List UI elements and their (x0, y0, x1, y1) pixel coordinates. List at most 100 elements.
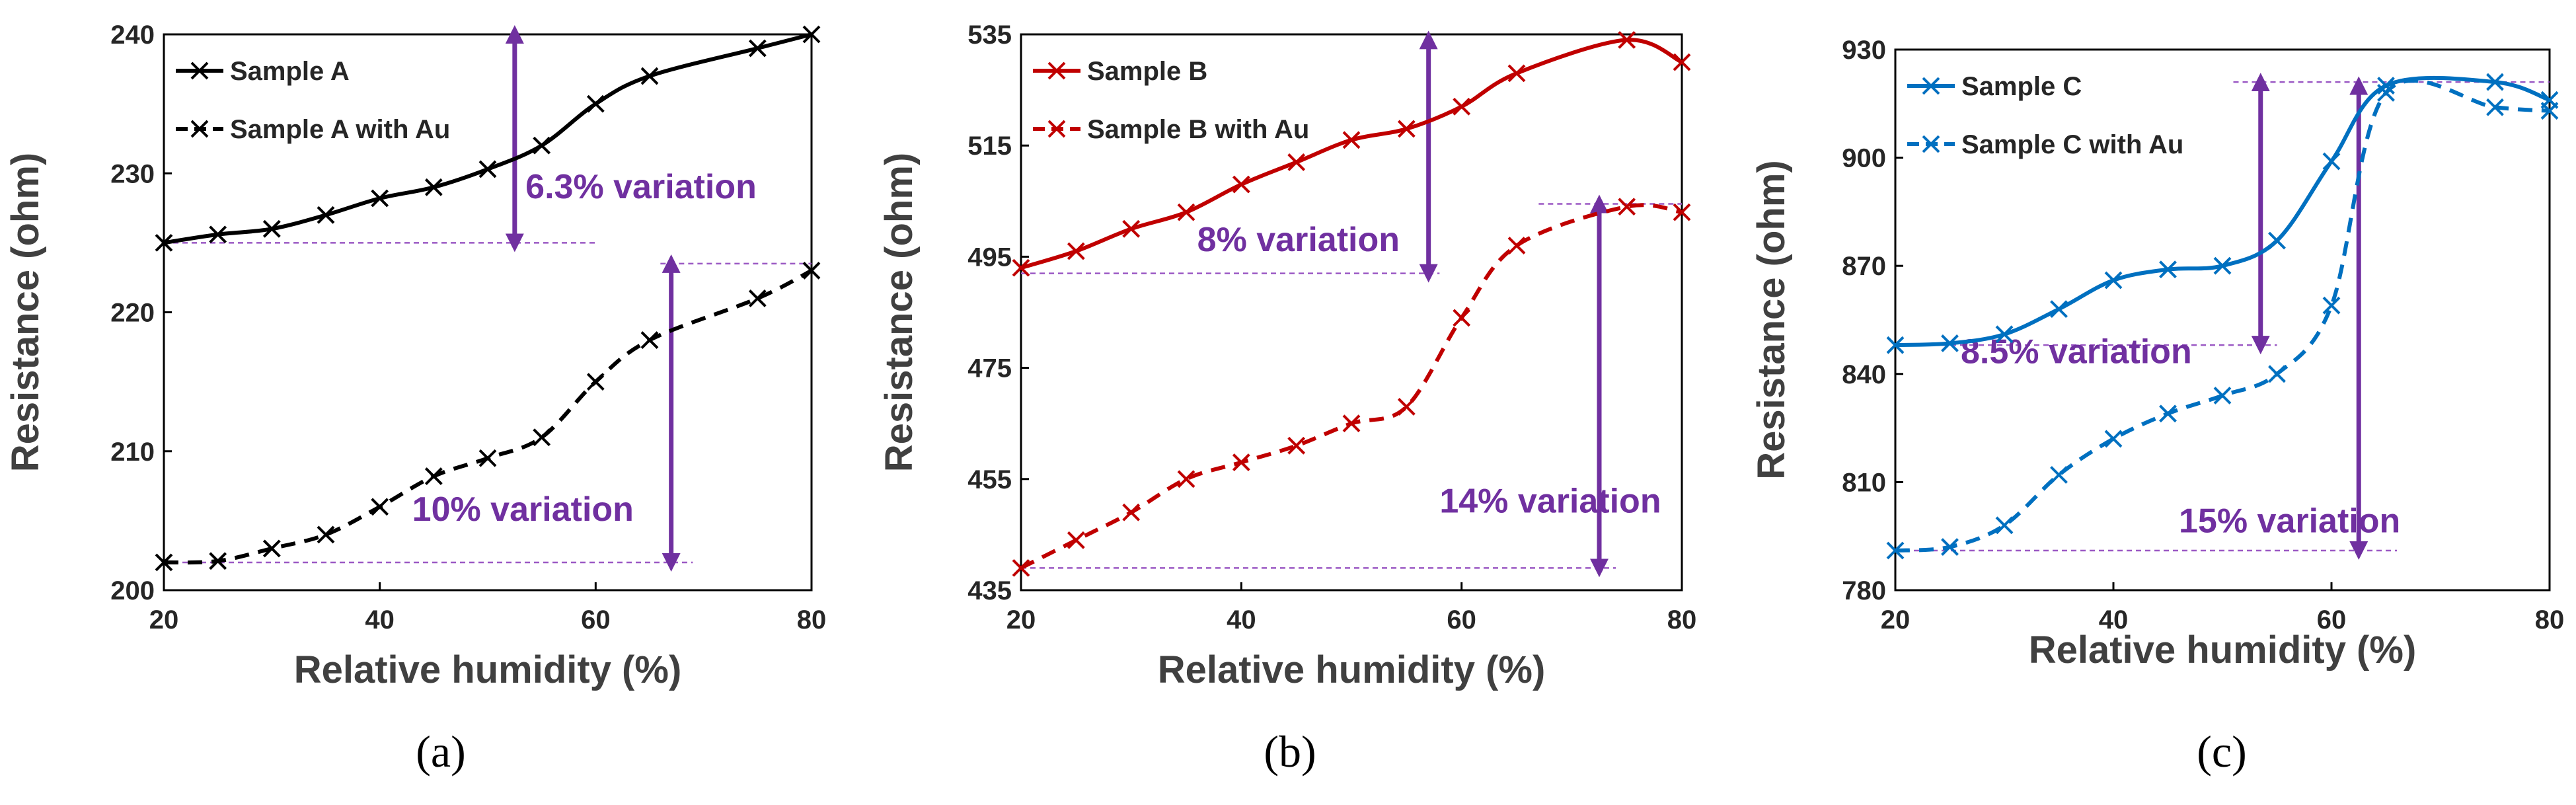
variation-label: 10% variation (412, 490, 634, 529)
legend-label: Sample C (1961, 72, 2082, 101)
data-point-marker (2322, 152, 2341, 171)
data-point-marker (1618, 198, 1636, 216)
data-point-marker (478, 449, 497, 467)
legend-label: Sample C with Au (1961, 130, 2183, 159)
legend-entry: Sample B (1033, 57, 1207, 86)
data-point-marker (1507, 64, 1526, 83)
data-point-marker (2322, 296, 2341, 315)
data-point-marker (1177, 203, 1195, 221)
data-point-marker (1397, 398, 1416, 416)
y-tick-label: 495 (967, 243, 1012, 272)
data-point-marker (533, 136, 551, 155)
data-point-marker (1122, 503, 1141, 521)
y-tick-label: 930 (1842, 36, 1886, 65)
variation-label: 15% variation (2179, 502, 2400, 541)
y-tick-label: 515 (967, 132, 1012, 161)
panel-label: (b) (1264, 726, 1316, 777)
data-point-marker (1507, 237, 1526, 254)
legend-label: Sample A (230, 57, 350, 86)
plot-frame (1894, 48, 2551, 592)
data-point-marker (1177, 470, 1195, 488)
data-point-marker (2159, 404, 2177, 423)
panel-label: (a) (416, 726, 465, 777)
y-tick-label: 455 (967, 465, 1012, 494)
data-point-marker (1886, 541, 1905, 560)
y-tick-label: 475 (967, 354, 1012, 383)
data-point-marker (1397, 120, 1416, 138)
data-point-marker (2377, 77, 2395, 95)
data-point-marker (317, 206, 335, 224)
data-point-marker (2050, 466, 2068, 484)
data-point-marker (2268, 231, 2286, 250)
plot-frame (1020, 33, 1683, 592)
legend-label: Sample B (1087, 57, 1207, 86)
data-point-marker (2213, 387, 2232, 404)
series-line-1 (1895, 75, 2551, 348)
x-tick-label: 80 (1667, 605, 1697, 634)
data-point-marker (478, 160, 497, 178)
data-point-marker (1453, 309, 1471, 327)
y-tick-label: 900 (1842, 144, 1886, 173)
data-point-marker (1232, 175, 1250, 194)
data-point-marker (2104, 430, 2123, 448)
y-axis-title: Resistance (ohm) (878, 153, 921, 472)
data-point-marker (1673, 203, 1691, 221)
y-tick-label: 535 (967, 20, 1012, 50)
data-point-marker (1012, 558, 1030, 577)
y-axis-title: Resistance (ohm) (1750, 160, 1793, 479)
x-tick-label: 40 (1227, 605, 1256, 634)
x-tick-label: 80 (797, 605, 827, 634)
panel-a: 200 210 220 230 240 20 40 60 80 Relative humidity… (4, 20, 826, 777)
data-point-marker (2486, 98, 2504, 116)
data-point-marker (1287, 436, 1306, 455)
y-tick-label: 210 (110, 438, 155, 467)
panel-b: 435 455 475 495 515 535 20 40 60 80 Relative humid… (878, 20, 1696, 777)
variation-label: 6.3% variation (525, 168, 757, 206)
y-tick-label: 435 (967, 576, 1012, 605)
data-point-marker (802, 262, 821, 280)
variation-label: 14% variation (1439, 482, 1661, 520)
y-tick-label: 810 (1842, 468, 1886, 497)
data-point-marker (2159, 260, 2177, 279)
data-point-marker (317, 525, 335, 544)
data-point-marker (640, 331, 659, 349)
legend-entry: Sample C (1907, 72, 2082, 101)
y-tick-label: 870 (1842, 252, 1886, 281)
data-point-marker (2213, 256, 2232, 275)
data-point-marker (640, 67, 659, 85)
data-point-marker (1995, 325, 2014, 344)
legend-entry: Sample A (176, 57, 350, 86)
data-point-marker (2486, 73, 2504, 91)
y-tick-label: 840 (1842, 360, 1886, 389)
data-point-marker (1067, 242, 1085, 260)
data-point-marker (1941, 538, 1959, 556)
data-point-marker (1342, 131, 1361, 149)
x-tick-label: 20 (1006, 605, 1036, 634)
data-point-marker (1886, 336, 1905, 354)
y-tick-label: 780 (1842, 576, 1886, 605)
data-point-marker (371, 189, 389, 208)
x-tick-label: 20 (149, 605, 179, 634)
data-point-marker (1941, 334, 1959, 352)
data-point-marker (1287, 153, 1306, 171)
data-point-marker (2377, 84, 2395, 102)
x-axis-title: Relative humidity (%) (2029, 629, 2417, 671)
data-point-marker (1067, 531, 1085, 549)
x-axis-title: Relative humidity (%) (1158, 648, 1546, 691)
data-point-marker (1995, 516, 2014, 535)
legend-entry: Sample B with Au (1033, 115, 1309, 144)
panel-label: (c) (2197, 726, 2246, 777)
panel-c: 780 810 840 870 900 930 20 40 60 80 Relative humid… (1750, 36, 2564, 777)
data-point-marker (1122, 219, 1141, 238)
y-tick-label: 200 (110, 576, 155, 605)
x-tick-label: 40 (2099, 605, 2129, 634)
y-axis-title: Resistance (ohm) (4, 153, 47, 472)
data-point-marker (1342, 414, 1361, 433)
data-point-marker (209, 552, 227, 570)
data-point-marker (262, 219, 281, 238)
data-point-marker (2268, 365, 2286, 383)
data-point-marker (424, 178, 443, 196)
x-tick-label: 60 (581, 605, 611, 634)
data-point-marker (155, 553, 173, 572)
